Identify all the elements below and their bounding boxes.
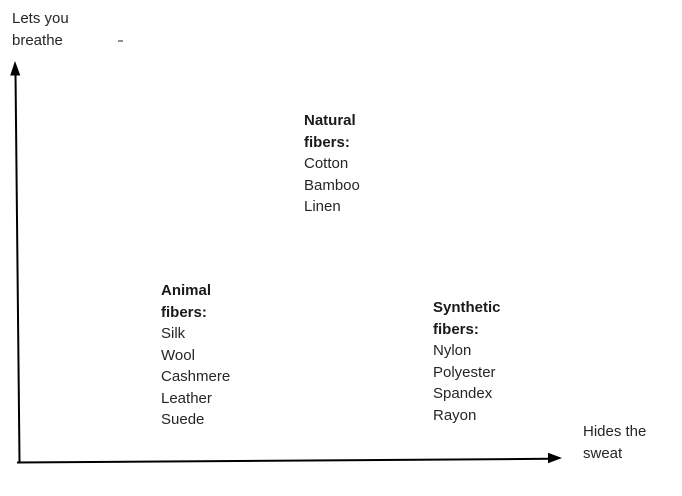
group-title-line: Animal <box>161 282 212 299</box>
fiber-item: Cashmere <box>161 368 231 385</box>
fiber-item: Nylon <box>433 342 472 359</box>
y-axis-line <box>14 72 21 462</box>
group-animal-items: Silk Wool Cashmere Leather Suede <box>161 323 230 431</box>
fiber-item: Spandex <box>433 385 493 402</box>
x-axis-arrowhead <box>548 452 562 464</box>
group-animal-title: Animal fibers: <box>161 280 230 323</box>
fiber-item: Wool <box>161 346 195 364</box>
x-axis-label-line: Hides the <box>583 423 647 440</box>
x-axis-label-line: sweat <box>583 445 623 462</box>
x-axis-label: Hides the sweat <box>583 421 646 465</box>
group-natural-fibers: Natural fibers: Cotton Bamboo Linen <box>304 110 360 218</box>
group-synthetic-items: Nylon Polyester Spandex Rayon <box>433 340 501 426</box>
fiber-item: Suede <box>161 411 205 428</box>
y-axis-label-line: Lets you <box>12 10 69 27</box>
group-title-line: Natural <box>304 112 356 129</box>
y-axis-arrowhead <box>10 61 21 76</box>
group-title-line: Synthetic <box>433 299 501 316</box>
group-synthetic-title: Synthetic fibers: <box>433 297 501 340</box>
group-synthetic-fibers: Synthetic fibers: Nylon Polyester Spandex Ra… <box>433 297 501 426</box>
fiber-item: Rayon <box>433 406 477 424</box>
fiber-item: Leather <box>161 389 212 407</box>
fiber-item: Silk <box>161 325 186 342</box>
group-natural-items: Cotton Bamboo Linen <box>304 153 360 218</box>
group-natural-title: Natural fibers: <box>304 110 360 153</box>
x-axis-line <box>16 457 550 464</box>
fiber-item: Polyester <box>433 363 496 381</box>
fiber-item: Linen <box>304 198 341 215</box>
group-animal-fibers: Animal fibers: Silk Wool Cashmere Leather Sue… <box>161 280 230 431</box>
y-axis-label: Lets you breathe <box>12 8 69 52</box>
stray-mark <box>118 40 123 42</box>
group-title-line: fibers: <box>161 303 207 321</box>
fiber-item: Bamboo <box>304 176 360 194</box>
y-axis-label-line: breathe <box>12 32 63 49</box>
group-title-line: fibers: <box>433 320 479 338</box>
group-title-line: fibers: <box>304 133 350 151</box>
fiber-item: Cotton <box>304 155 349 172</box>
